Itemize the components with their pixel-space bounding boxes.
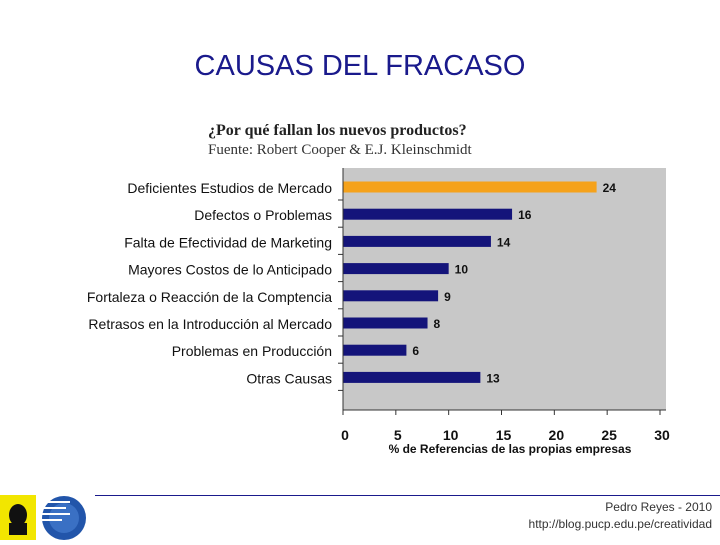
data-label-6: 8 (434, 317, 441, 331)
x-tick-label-30: 30 (654, 427, 670, 443)
data-label-1: 24 (603, 181, 617, 195)
category-label-4: Mayores Costos de lo Anticipado (128, 262, 332, 278)
bar-7 (343, 344, 407, 356)
category-label-1: Deficientes Estudios de Mercado (127, 180, 332, 196)
category-label-6: Retrasos en la Introducción al Mercado (88, 316, 332, 332)
bar-2 (343, 208, 513, 220)
chart-subtitle: Fuente: Robert Cooper & E.J. Kleinschmid… (208, 142, 472, 158)
bar-8 (343, 371, 481, 383)
slide-title: CAUSAS DEL FRACASO (194, 50, 526, 82)
x-tick-label-15: 15 (496, 427, 512, 443)
bar-chart: 24 Deficientes Estudios de Mercado 16 Defec… (87, 168, 670, 456)
category-label-8: Otras Causas (246, 370, 332, 386)
chart-title: ¿Por qué fallan los nuevos productos? (208, 122, 467, 139)
data-label-4: 10 (455, 263, 469, 277)
category-label-2: Defectos o Problemas (194, 207, 332, 223)
footer-divider (95, 495, 720, 496)
x-tick-label-0: 0 (341, 427, 349, 443)
x-tick-label-5: 5 (394, 427, 402, 443)
data-label-5: 9 (444, 290, 451, 304)
x-tick-label-10: 10 (443, 427, 459, 443)
bar-6 (343, 317, 428, 329)
x-tick-label-20: 20 (549, 427, 565, 443)
data-label-8: 13 (486, 371, 500, 385)
bar-4 (343, 263, 449, 275)
data-label-2: 16 (518, 208, 532, 222)
category-label-5: Fortaleza o Reacción de la Comptencia (87, 289, 332, 305)
data-label-7: 6 (412, 344, 419, 358)
data-label-3: 14 (497, 235, 511, 249)
bar-5 (343, 290, 439, 302)
university-logo (0, 493, 92, 540)
x-tick-label-25: 25 (601, 427, 617, 443)
category-label-3: Falta de Efectividad de Marketing (124, 234, 332, 250)
footer-url: http://blog.pucp.edu.pe/creatividad (528, 517, 712, 531)
category-label-7: Problemas en Producción (172, 343, 332, 359)
plot-area (343, 168, 666, 410)
footer-author: Pedro Reyes - 2010 (605, 500, 712, 514)
bar-1 (343, 181, 597, 193)
bar-3 (343, 235, 491, 247)
x-axis-label: % de Referencias de las propias empresas (389, 442, 632, 456)
